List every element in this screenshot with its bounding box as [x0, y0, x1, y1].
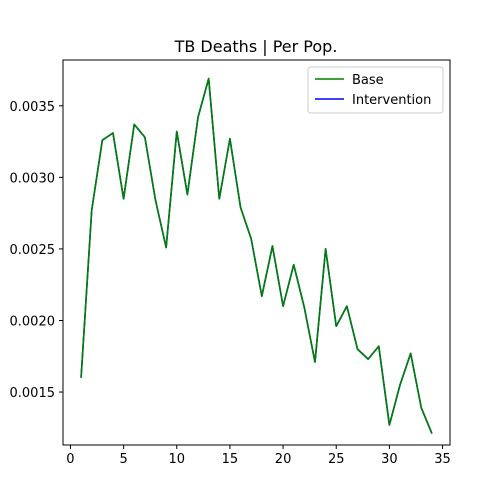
axes-layer: 0 5 10 15 20 25 30 35 0.0015 0.0020 0.0025 0.0030 0.… — [10, 59, 451, 467]
y-tick-label: 0.0025 — [10, 243, 56, 258]
plot-frame — [62, 59, 451, 446]
legend: Base Intervention — [307, 66, 444, 114]
series-line-base — [80, 77, 433, 434]
x-tick-label: 30 — [381, 452, 398, 467]
y-tick-label: 0.0015 — [10, 386, 56, 401]
x-tick-label: 35 — [434, 452, 451, 467]
x-tick-label: 15 — [222, 452, 239, 467]
y-tick-label: 0.0030 — [10, 171, 56, 186]
x-tick-label: 5 — [119, 452, 127, 467]
legend-label-intervention: Intervention — [352, 93, 431, 108]
series-layer — [80, 77, 433, 434]
x-tick-label: 0 — [66, 452, 74, 467]
x-tick-label: 25 — [328, 452, 345, 467]
chart-title: TB Deaths | Per Pop. — [174, 37, 338, 56]
x-tick-label: 20 — [275, 452, 292, 467]
y-tick-label: 0.0035 — [10, 100, 56, 115]
x-tick-label: 10 — [168, 452, 185, 467]
y-tick-label: 0.0020 — [10, 314, 56, 329]
legend-label-base: Base — [352, 73, 384, 88]
